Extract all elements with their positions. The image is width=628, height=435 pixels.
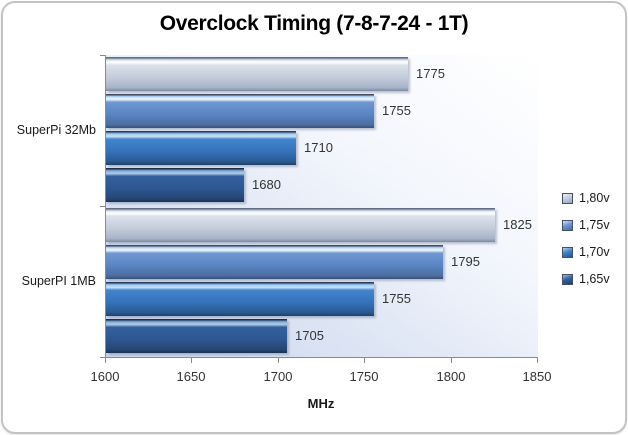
x-axis-tick bbox=[191, 358, 192, 363]
bar bbox=[106, 319, 287, 353]
category-label: SuperPI 1MB bbox=[21, 274, 96, 288]
legend-item: 1,75v bbox=[562, 218, 610, 232]
x-axis-tick bbox=[364, 358, 365, 363]
legend-item: 1,70v bbox=[562, 245, 610, 259]
legend-item: 1,65v bbox=[562, 272, 610, 286]
bar bbox=[106, 57, 408, 91]
x-axis-tick-label: 1800 bbox=[436, 369, 466, 384]
legend-swatch-icon bbox=[562, 273, 573, 285]
x-axis-tick-label: 1850 bbox=[522, 369, 552, 384]
x-axis-title: MHz bbox=[307, 396, 335, 411]
bar-value-label: 1705 bbox=[295, 328, 324, 343]
bar bbox=[106, 245, 443, 279]
bar bbox=[106, 168, 244, 202]
x-axis-tick-label: 1700 bbox=[263, 369, 293, 384]
bar bbox=[106, 282, 374, 316]
x-axis-tick bbox=[105, 358, 106, 363]
bar-value-label: 1680 bbox=[252, 177, 281, 192]
legend-item-label: 1,70v bbox=[579, 245, 610, 259]
legend-swatch-icon bbox=[562, 192, 573, 204]
plot-area: 1775 1755 1710 1680 1825 1795 1755 1705 bbox=[105, 55, 538, 358]
bar-value-label: 1775 bbox=[416, 66, 445, 81]
bar-value-label: 1755 bbox=[382, 291, 411, 306]
legend-item-label: 1,75v bbox=[579, 218, 610, 232]
bar-value-label: 1755 bbox=[382, 103, 411, 118]
bar bbox=[106, 94, 374, 128]
bar bbox=[106, 208, 495, 242]
legend-swatch-icon bbox=[562, 246, 573, 258]
category-label: SuperPi 32Mb bbox=[16, 123, 96, 137]
x-axis-tick-label: 1650 bbox=[176, 369, 206, 384]
x-axis-tick bbox=[278, 358, 279, 363]
y-axis-tick bbox=[100, 206, 105, 207]
bar-value-label: 1825 bbox=[503, 217, 532, 232]
bar-value-label: 1795 bbox=[451, 254, 480, 269]
legend-swatch-icon bbox=[562, 219, 573, 231]
y-axis-tick bbox=[100, 357, 105, 358]
bar-value-label: 1710 bbox=[304, 140, 333, 155]
y-axis-tick bbox=[100, 55, 105, 56]
legend-item-label: 1,65v bbox=[579, 272, 610, 286]
legend-item-label: 1,80v bbox=[579, 191, 610, 205]
x-axis-tick bbox=[537, 358, 538, 363]
x-axis-tick-label: 1600 bbox=[90, 369, 120, 384]
x-axis-tick-label: 1750 bbox=[349, 369, 379, 384]
bar bbox=[106, 131, 296, 165]
x-axis-tick bbox=[451, 358, 452, 363]
legend-item: 1,80v bbox=[562, 191, 610, 205]
legend: 1,80v 1,75v 1,70v 1,65v bbox=[562, 191, 610, 301]
chart-title: Overclock Timing (7-8-7-24 - 1T) bbox=[159, 12, 469, 35]
